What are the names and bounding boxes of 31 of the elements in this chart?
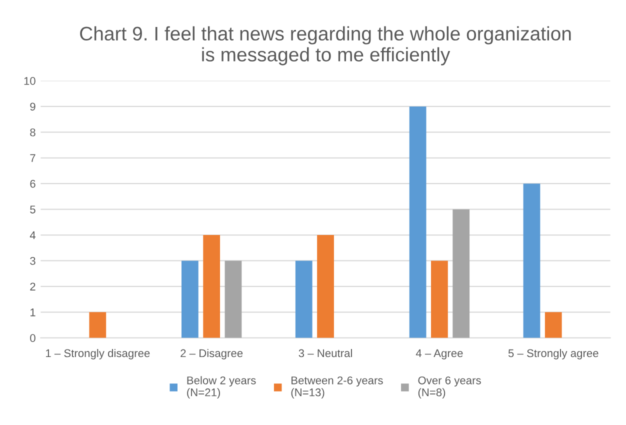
bar — [203, 235, 220, 338]
y-tick-label: 5 — [30, 206, 36, 214]
y-tick-label: 2 — [30, 282, 36, 290]
bar — [317, 235, 334, 338]
legend-label: Over 6 years (N=8) — [418, 376, 481, 398]
bar — [452, 209, 470, 338]
x-tick-label: 3 – Neutral — [298, 348, 352, 358]
legend-label: Below 2 years (N=21) — [187, 376, 256, 398]
y-tick-label: 6 — [30, 180, 36, 188]
bar — [89, 312, 106, 338]
bar — [523, 184, 540, 338]
bar — [544, 312, 562, 338]
chart-title: Chart 9. I feel that news regarding the whole organization is messaged to me efficiently — [80, 26, 571, 66]
x-tick-label: 5 – Strongly agree — [508, 348, 598, 360]
x-tick-label: 1 – Strongly disagree — [46, 348, 150, 360]
x-tick-label: 4 – Agree — [416, 349, 463, 360]
y-tick-label: 10 — [24, 77, 36, 85]
y-tick-label: 4 — [30, 231, 36, 240]
bar — [224, 260, 242, 338]
y-tick-label: 7 — [30, 154, 36, 162]
bar — [431, 260, 448, 338]
y-tick-label: 0 — [30, 334, 36, 342]
x-tick-label: 2 – Disagree — [180, 348, 243, 360]
bar — [409, 106, 426, 338]
y-tick-label: 9 — [30, 102, 36, 111]
bar — [182, 260, 198, 338]
y-tick-label: 8 — [30, 128, 36, 136]
bar — [295, 260, 312, 338]
y-tick-label: 1 — [30, 308, 36, 316]
y-tick-label: 3 — [30, 257, 36, 265]
legend-label: Between 2-6 years (N=13) — [291, 376, 383, 398]
